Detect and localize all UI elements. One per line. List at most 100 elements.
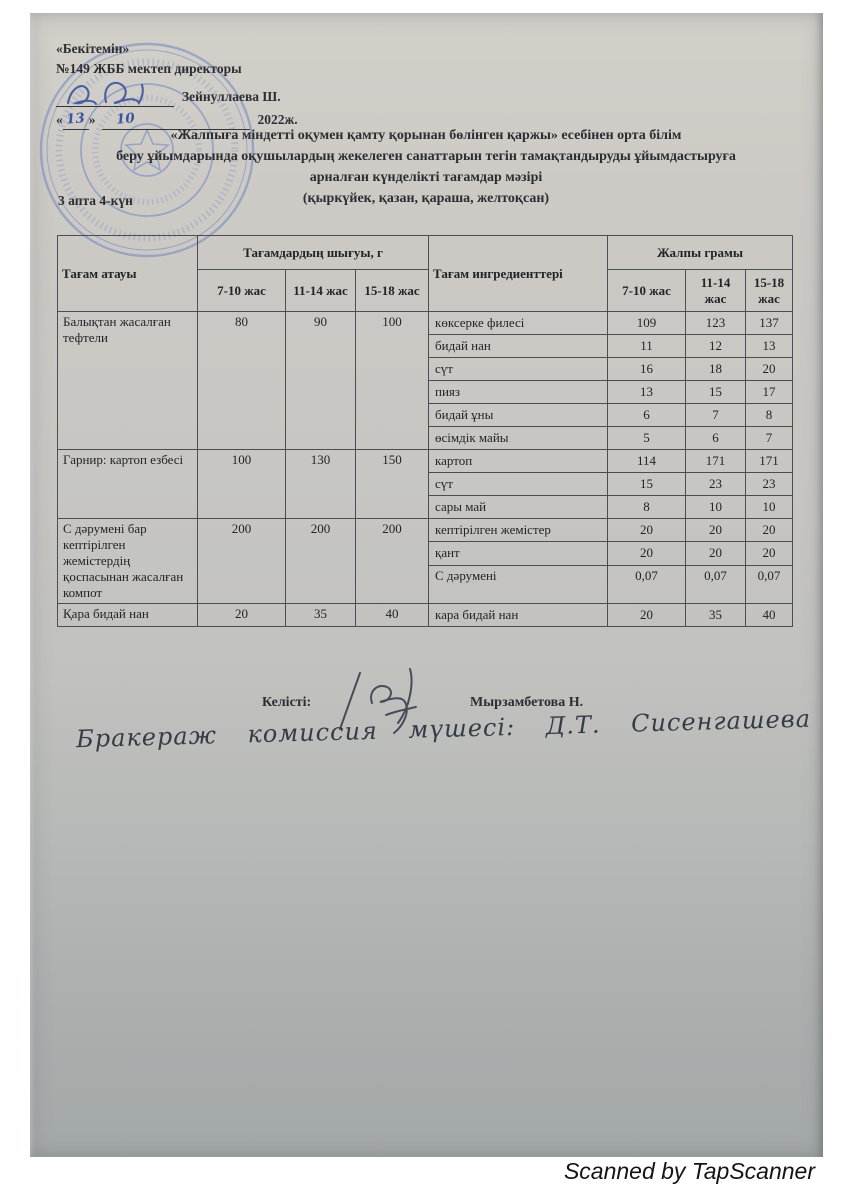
total-grams-cell: 8: [745, 403, 794, 427]
header-total-grams: Жалпы грамы: [607, 235, 794, 270]
table-row: Қара бидай нан 20 35 40 кара бидай нан 20 35 40: [57, 603, 794, 627]
director-signature-icon: [66, 81, 144, 106]
header-age-11-14: 11-14 жас: [685, 269, 747, 312]
output-grams-cell: 20: [197, 603, 286, 627]
output-grams-cell: 90: [285, 311, 356, 450]
approval-year: 2022ж.: [257, 112, 298, 127]
total-grams-cell: 10: [685, 495, 747, 519]
total-grams-cell: 10: [745, 495, 794, 519]
table-row: бидай ұны 6 7 8: [58, 403, 794, 427]
agreed-signature-icon: [339, 668, 417, 734]
title-line-2: беру ұйымдарында оқушылардың жекелеген с…: [116, 149, 736, 164]
output-grams-cell: 200: [285, 518, 356, 604]
school-director-line: №149 ЖББ мектеп директоры: [56, 61, 242, 76]
approval-word: «Бекітемін»: [56, 41, 130, 56]
week-day-label: 3 апта 4-күн: [58, 193, 133, 208]
total-grams-cell: 171: [745, 449, 794, 473]
total-grams-cell: 16: [607, 357, 687, 381]
ingredient-name-cell: С дәрумені: [428, 564, 609, 605]
agreed-person-name: Мырзамбетова Н.: [470, 695, 584, 710]
output-grams-cell: 150: [354, 449, 430, 519]
ingredient-name-cell: пияз: [428, 380, 609, 404]
output-grams-cell: 80: [197, 311, 286, 450]
table-row: сүт 15 23 23: [58, 472, 794, 496]
output-grams-cell: 200: [354, 518, 430, 604]
agreed-label: Келісті:: [262, 695, 312, 710]
total-grams-cell: 20: [607, 603, 687, 627]
total-grams-cell: 109: [607, 311, 687, 335]
total-grams-cell: 0,07: [685, 564, 747, 605]
total-grams-cell: 7: [685, 403, 747, 427]
header-age-7-10: 7-10 жас: [197, 269, 286, 312]
title-line-1: «Жалпыға міндетті оқумен қамту қорынан б…: [170, 128, 682, 143]
header-age-15-18: 15-18 жас: [354, 269, 430, 312]
table-row: сүт 16 18 20: [58, 357, 794, 381]
ingredient-name-cell: қант: [428, 541, 609, 566]
quote-close: »: [88, 112, 96, 127]
header-ingredients: Тағам ингредиенттері: [428, 235, 609, 312]
header-age-15-18: 15-18 жас: [745, 269, 794, 312]
total-grams-cell: 20: [607, 517, 687, 543]
agreement-row: Келісті: Мырзамбетова Н.: [30, 668, 823, 737]
document-photo: «Бекітемін» №149 ЖББ мектеп директоры Зе…: [30, 13, 823, 1157]
ingredient-name-cell: кептірілген жемістер: [428, 517, 609, 543]
ingredient-name-cell: сары май: [428, 495, 609, 519]
director-signature-line: Зейнуллаева Ш.: [56, 79, 386, 107]
total-grams-cell: 20: [685, 541, 747, 566]
total-grams-cell: 6: [685, 426, 747, 450]
table-row: сары май 8 10 10: [58, 495, 794, 519]
table-row: Балықтан жасалған тефтели 80 90 100 көксерке…: [57, 311, 794, 450]
output-grams-cell: 200: [197, 518, 286, 604]
total-grams-cell: 5: [607, 426, 687, 450]
director-name: Зейнуллаева Ш.: [182, 89, 281, 104]
total-grams-cell: 13: [745, 334, 794, 358]
total-grams-cell: 12: [685, 334, 747, 358]
output-grams-cell: 35: [285, 603, 356, 627]
header-age-7-10: 7-10 жас: [607, 269, 687, 312]
total-grams-cell: 23: [685, 472, 747, 496]
table-row: бидай нан 11 12 13: [58, 334, 794, 358]
header-age-11-14: 11-14 жас: [285, 269, 356, 312]
dish-name-cell: Балықтан жасалған тефтели: [57, 311, 198, 450]
total-grams-cell: 8: [607, 495, 687, 519]
signature-underline: [56, 81, 174, 107]
approval-block: «Бекітемін» №149 ЖББ мектеп директоры Зе…: [56, 39, 386, 130]
total-grams-cell: 15: [685, 380, 747, 404]
total-grams-cell: 35: [685, 603, 747, 627]
table-row: С дәрумені 0,07 0,07 0,07: [58, 564, 794, 605]
ingredient-name-cell: бидай нан: [428, 334, 609, 358]
total-grams-cell: 114: [607, 449, 687, 473]
total-grams-cell: 7: [745, 426, 794, 450]
ingredient-name-cell: картоп: [428, 449, 609, 473]
total-grams-cell: 6: [607, 403, 687, 427]
ingredient-name-cell: бидай ұны: [428, 403, 609, 427]
total-grams-cell: 18: [685, 357, 747, 381]
ingredient-name-cell: сүт: [428, 357, 609, 381]
total-grams-cell: 0,07: [745, 564, 794, 605]
dish-name-cell: С дәрумені бар кептірілген жемістердің қ…: [57, 518, 198, 604]
ingredient-name-cell: кара бидай нан: [428, 603, 609, 627]
document-title: «Жалпыға міндетті оқумен қамту қорынан б…: [40, 125, 812, 209]
ingredient-name-cell: көксерке филесі: [428, 311, 609, 335]
output-grams-cell: 100: [197, 449, 286, 519]
title-line-4: (қыркүйек, қазан, қараша, желтоқсан): [302, 191, 550, 206]
total-grams-cell: 20: [745, 517, 794, 543]
scanner-watermark: Scanned by TapScanner: [563, 1158, 815, 1184]
total-grams-cell: 20: [685, 517, 747, 543]
approval-date-line: «13» 10 2022ж.: [56, 109, 386, 130]
total-grams-cell: 123: [685, 311, 747, 335]
total-grams-cell: 137: [745, 311, 794, 335]
total-grams-cell: 11: [607, 334, 687, 358]
quote-open: «: [56, 112, 63, 127]
dish-name-cell: Қара бидай нан: [57, 603, 198, 627]
dish-name-cell: Гарнир: картоп езбесі: [57, 449, 198, 519]
output-grams-cell: 100: [354, 311, 430, 450]
total-grams-cell: 40: [745, 603, 794, 627]
total-grams-cell: 23: [745, 472, 794, 496]
total-grams-cell: 15: [607, 472, 687, 496]
total-grams-cell: 20: [607, 541, 687, 566]
total-grams-cell: 17: [745, 380, 794, 404]
menu-table: Тағам атауы Тағамдардың шығуы, г Тағам и…: [57, 235, 794, 627]
ingredient-name-cell: өсімдік майы: [428, 426, 609, 450]
